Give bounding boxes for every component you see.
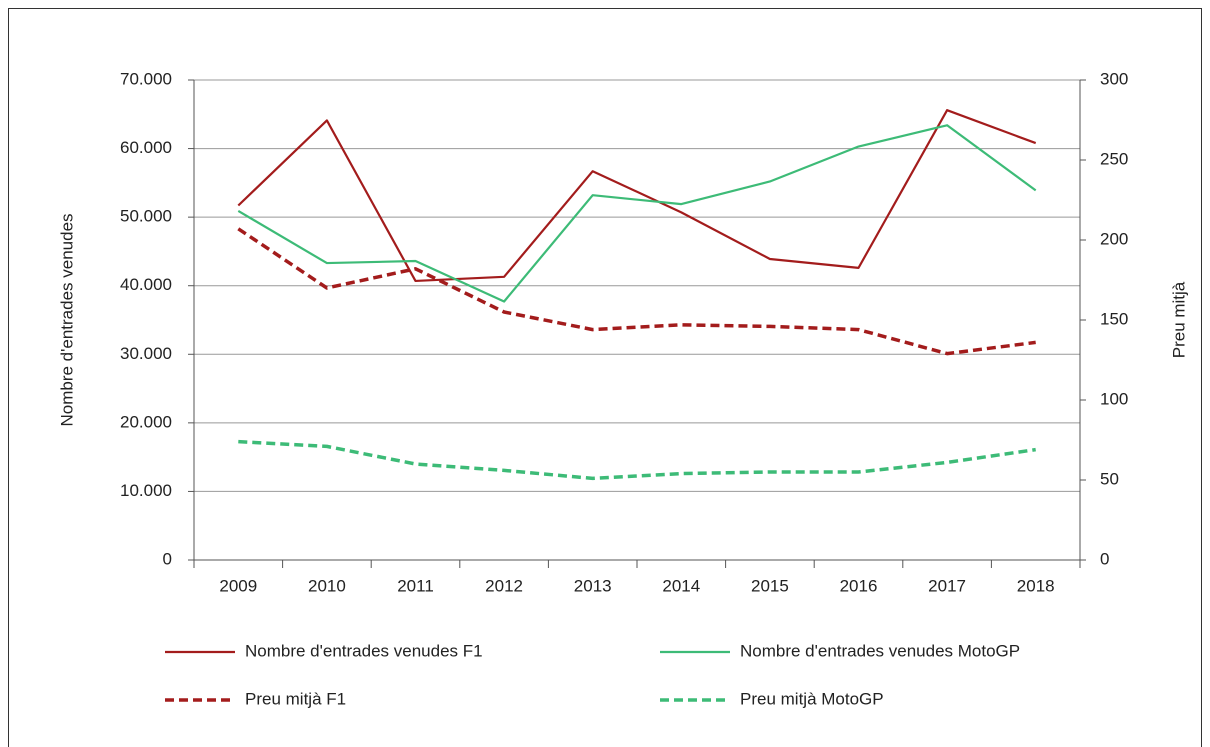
x-tick-label: 2015 xyxy=(751,576,789,595)
y2-tick-label: 50 xyxy=(1100,469,1119,488)
legend-label: Preu mitjà F1 xyxy=(245,689,346,708)
y2-tick-label: 250 xyxy=(1100,149,1128,168)
y-tick-label: 60.000 xyxy=(120,138,172,157)
y-tick-label: 50.000 xyxy=(120,207,172,226)
y-tick-label: 0 xyxy=(163,549,172,568)
y-axis-label: Nombre d'entrades venudes xyxy=(57,213,76,426)
x-tick-label: 2016 xyxy=(840,576,878,595)
y2-tick-label: 300 xyxy=(1100,69,1128,88)
y-tick-label: 30.000 xyxy=(120,344,172,363)
x-tick-label: 2012 xyxy=(485,576,523,595)
x-tick-label: 2013 xyxy=(574,576,612,595)
x-tick-label: 2009 xyxy=(219,576,257,595)
x-tick-label: 2010 xyxy=(308,576,346,595)
x-tick-label: 2011 xyxy=(397,576,434,595)
series-line xyxy=(237,227,1036,356)
y-tick-label: 20.000 xyxy=(120,412,172,431)
y2-tick-label: 150 xyxy=(1100,309,1128,328)
series-line xyxy=(237,109,1037,283)
y2-tick-label: 0 xyxy=(1100,549,1109,568)
y2-tick-label: 100 xyxy=(1100,389,1128,408)
y-tick-label: 70.000 xyxy=(120,69,172,88)
legend-label: Nombre d'entrades venudes MotoGP xyxy=(740,641,1020,660)
y-tick-label: 10.000 xyxy=(120,481,172,500)
x-tick-label: 2018 xyxy=(1017,576,1055,595)
legend-label: Nombre d'entrades venudes F1 xyxy=(245,641,483,660)
x-tick-label: 2014 xyxy=(662,576,700,595)
frame xyxy=(8,8,1202,747)
series-line xyxy=(237,124,1037,303)
y2-axis-label: Preu mitjà xyxy=(1169,281,1188,358)
x-tick-label: 2017 xyxy=(928,576,966,595)
y-tick-label: 40.000 xyxy=(120,275,172,294)
y2-tick-label: 200 xyxy=(1100,229,1128,248)
legend-label: Preu mitjà MotoGP xyxy=(740,689,884,708)
series-line xyxy=(238,439,1036,481)
